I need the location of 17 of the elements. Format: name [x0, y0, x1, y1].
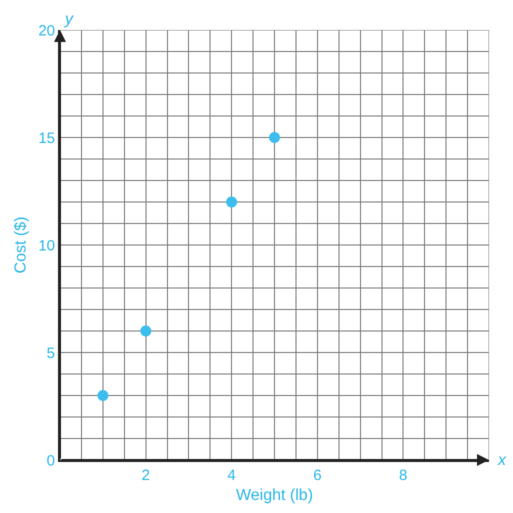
- point: [269, 132, 280, 143]
- y-tick-label: 10: [38, 237, 55, 254]
- y-tick-label: 0: [46, 452, 55, 470]
- text: x: [497, 452, 507, 469]
- x-axis-title: Weight (lb): [236, 487, 314, 504]
- x-tick-label: 2: [142, 467, 150, 484]
- text: y: [64, 11, 74, 28]
- y-axis-title: Cost ($): [12, 216, 30, 274]
- y-tick-label: 15: [38, 130, 55, 147]
- x-tick-label: 4: [227, 467, 236, 484]
- point: [226, 196, 238, 208]
- x-tick-label: 6: [313, 467, 322, 484]
- point: [140, 326, 152, 336]
- x-tick-label: 8: [399, 467, 408, 484]
- y-tick-label: 5: [46, 344, 55, 362]
- point: [97, 390, 108, 401]
- y-tick-label: 20: [38, 22, 55, 40]
